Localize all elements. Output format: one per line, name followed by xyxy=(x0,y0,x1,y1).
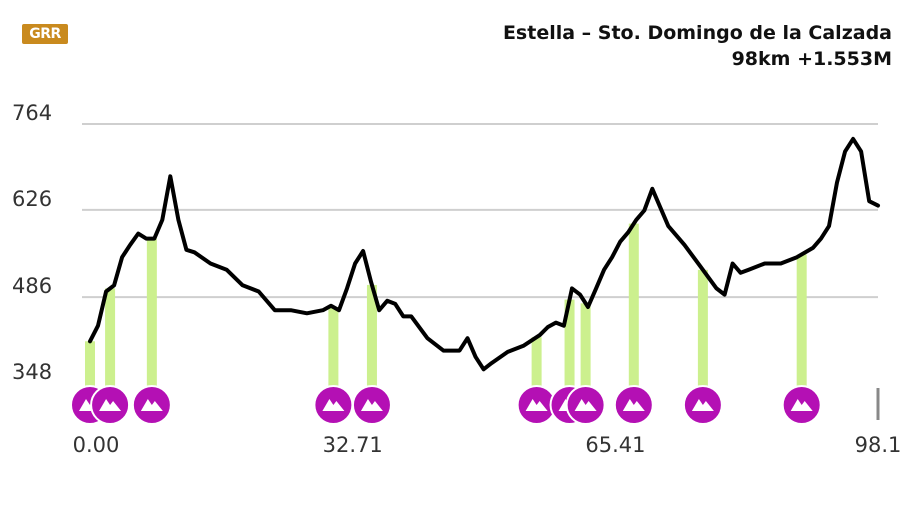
y-tick-label: 486 xyxy=(12,274,52,298)
mountain-icon[interactable] xyxy=(313,385,354,425)
elevation-line xyxy=(88,136,880,372)
climb-highlight xyxy=(580,303,591,392)
climb-highlight xyxy=(328,307,339,392)
climb-highlight xyxy=(697,269,708,392)
mountain-icon[interactable] xyxy=(90,385,131,425)
route-title: Estella – Sto. Domingo de la Calzada xyxy=(502,22,892,44)
mountain-icon[interactable] xyxy=(781,385,822,425)
x-tick-label: 0.00 xyxy=(73,433,120,457)
x-tick-label: 65.41 xyxy=(585,433,645,457)
mountain-icon[interactable] xyxy=(565,385,606,425)
y-axis-ticks: 348 486 626 764 xyxy=(12,101,52,384)
mountain-icon[interactable] xyxy=(351,385,392,425)
x-tick-label: 98.1 xyxy=(855,433,902,457)
climb-highlights xyxy=(85,223,807,392)
route-stats: 98km +1.553M xyxy=(731,48,892,70)
climb-highlight xyxy=(564,299,575,392)
y-tick-label: 348 xyxy=(12,360,52,384)
y-tick-label: 764 xyxy=(12,101,52,125)
brand-logo: GRR xyxy=(22,24,68,44)
chart-title: Estella – Sto. Domingo de la Calzada 98k… xyxy=(503,20,892,72)
climb-highlight xyxy=(531,337,542,392)
climb-highlight xyxy=(366,284,377,392)
climb-highlight xyxy=(105,288,116,392)
gridlines xyxy=(82,123,878,299)
y-tick-label: 626 xyxy=(12,187,52,211)
x-axis-ticks: 0.00 32.71 65.41 98.1 xyxy=(73,433,902,457)
mountain-icon[interactable] xyxy=(682,385,723,425)
mountain-icon[interactable] xyxy=(613,385,654,425)
climb-highlight xyxy=(146,238,157,392)
climb-highlight xyxy=(796,254,807,392)
x-tick-label: 32.71 xyxy=(323,433,383,457)
mountain-icon[interactable] xyxy=(516,385,557,425)
climb-highlight xyxy=(628,223,639,392)
climb-highlight xyxy=(85,341,95,392)
climb-markers xyxy=(70,385,822,425)
mountain-icon[interactable] xyxy=(131,385,172,425)
